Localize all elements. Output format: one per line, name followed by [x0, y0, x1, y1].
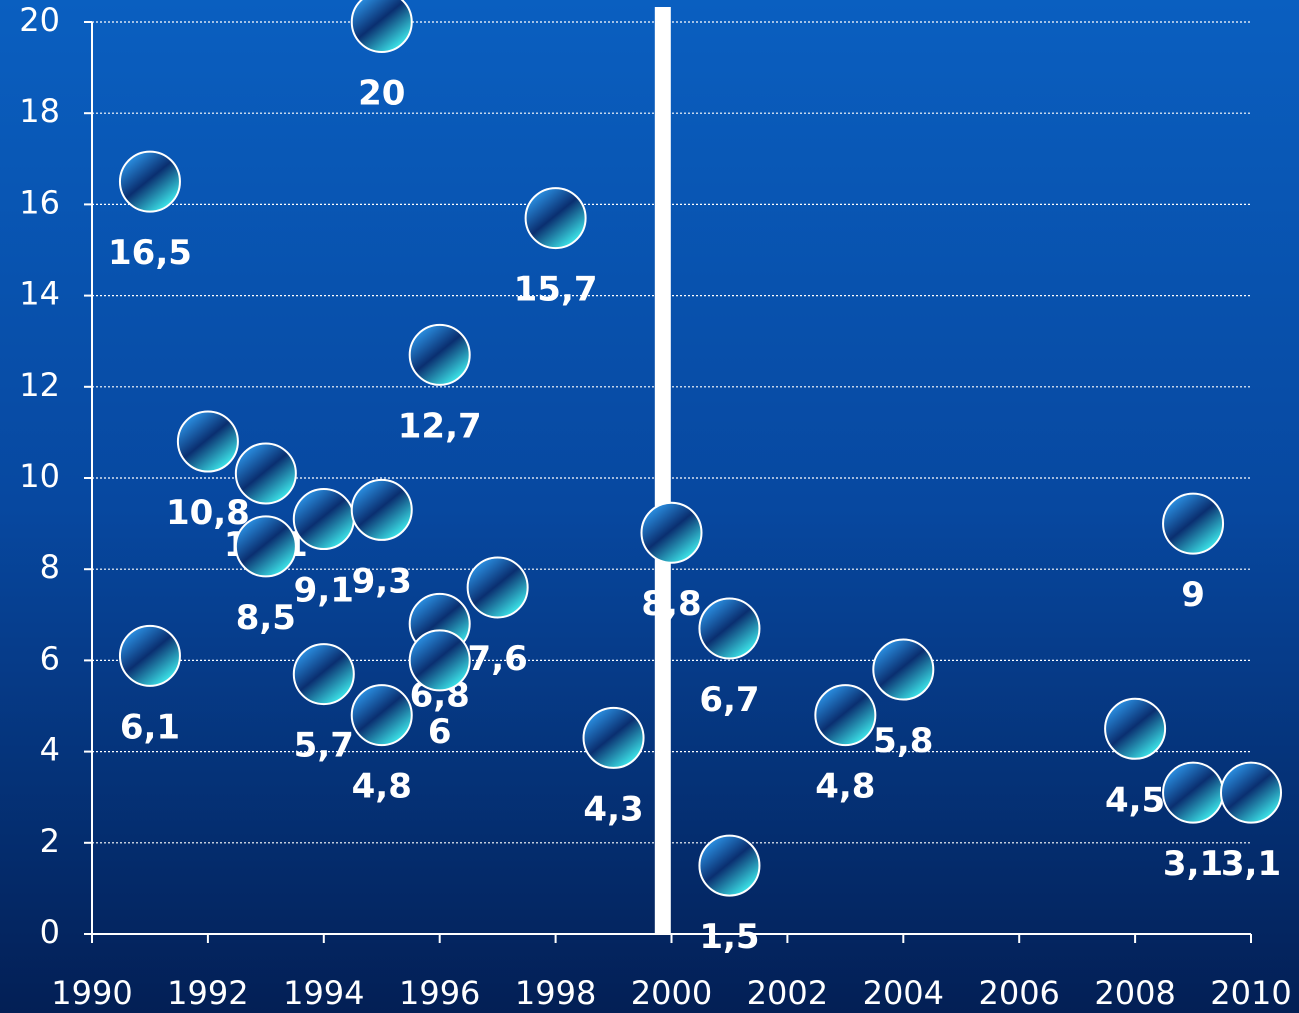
point — [1162, 761, 1225, 824]
x-tick-label: 1990 — [51, 974, 132, 1012]
y-tick-label: 10 — [19, 457, 60, 495]
point — [466, 556, 529, 619]
data-label: 4,8 — [815, 767, 875, 807]
point — [350, 684, 413, 747]
point — [814, 684, 877, 747]
y-tick-label: 4 — [40, 731, 60, 769]
y-tick-label: 2 — [40, 822, 60, 860]
x-tick-label: 2000 — [631, 974, 712, 1012]
x-tick-label: 2006 — [978, 974, 1059, 1012]
point — [292, 643, 355, 706]
point — [408, 323, 471, 386]
point — [118, 150, 181, 213]
x-tick-label: 2008 — [1094, 974, 1175, 1012]
data-label: 4,3 — [583, 789, 643, 829]
point — [640, 501, 703, 564]
x-tick-label: 1998 — [515, 974, 596, 1012]
point — [698, 834, 761, 897]
point — [350, 0, 413, 53]
data-label: 9,1 — [294, 571, 354, 611]
point — [872, 638, 935, 701]
data-label: 8,8 — [641, 584, 701, 624]
data-label: 6,7 — [699, 680, 759, 720]
data-label: 6,1 — [120, 707, 180, 747]
point — [1162, 492, 1225, 555]
data-label: 8,5 — [236, 598, 296, 638]
y-tick-label: 16 — [19, 183, 60, 221]
y-tick-label: 8 — [40, 548, 60, 586]
data-label: 9,3 — [352, 561, 412, 601]
data-label: 6 — [428, 712, 452, 752]
point — [350, 478, 413, 541]
point — [1104, 697, 1167, 760]
x-tick-label: 1992 — [167, 974, 248, 1012]
data-label: 15,7 — [514, 270, 598, 310]
x-tick-label: 2002 — [747, 974, 828, 1012]
point — [234, 515, 297, 578]
data-label: 4,5 — [1105, 780, 1165, 820]
point — [292, 488, 355, 551]
point — [118, 624, 181, 687]
y-tick-label: 14 — [19, 275, 60, 313]
data-label: 3,1 — [1221, 844, 1281, 884]
point — [582, 706, 645, 769]
point — [176, 410, 239, 473]
x-tick-label: 1994 — [283, 974, 364, 1012]
point — [234, 442, 297, 505]
point — [1220, 761, 1282, 824]
point — [408, 629, 471, 692]
data-label: 5,7 — [294, 726, 354, 766]
x-tick-label: 1996 — [399, 974, 480, 1012]
data-label: 3,1 — [1163, 844, 1223, 884]
data-label: 7,6 — [468, 639, 528, 679]
x-tick-label: 2010 — [1210, 974, 1291, 1012]
reference-line — [654, 7, 671, 934]
data-label: 9 — [1181, 575, 1205, 615]
data-label: 10,8 — [166, 493, 250, 533]
data-label: 20 — [358, 74, 405, 114]
data-label: 12,7 — [398, 406, 482, 446]
data-label: 4,8 — [352, 767, 412, 807]
point — [524, 187, 587, 250]
y-tick-label: 12 — [19, 366, 60, 404]
data-label: 1,5 — [699, 917, 759, 957]
y-tick-label: 0 — [40, 913, 60, 951]
y-tick-label: 18 — [19, 92, 60, 130]
x-tick-label: 2004 — [863, 974, 944, 1012]
point — [698, 597, 761, 660]
data-label: 5,8 — [873, 721, 933, 761]
y-tick-label: 20 — [19, 1, 60, 39]
y-tick-label: 6 — [40, 639, 60, 677]
data-label: 16,5 — [108, 233, 192, 273]
